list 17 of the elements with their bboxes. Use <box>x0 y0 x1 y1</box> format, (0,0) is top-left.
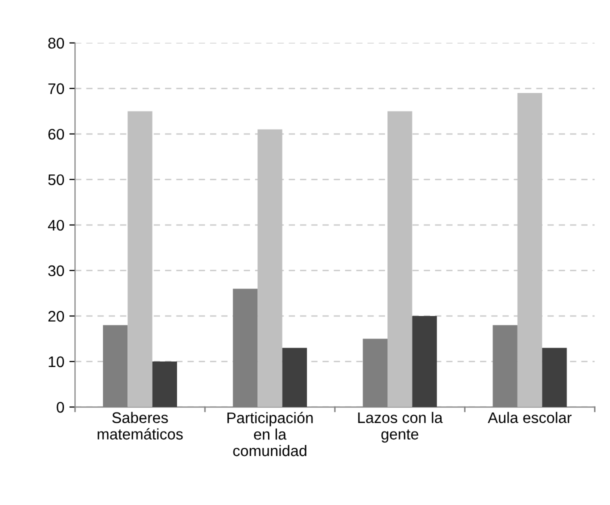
x-tick-label: Lazos con la gente <box>358 412 443 443</box>
y-tick-label: 0 <box>56 402 64 413</box>
y-tick-label: 80 <box>48 38 64 49</box>
y-tick-label: 40 <box>48 220 64 231</box>
bar <box>542 348 567 408</box>
x-tick-label: Saberes matemáticos <box>98 412 183 440</box>
y-tick-label: 60 <box>48 128 64 140</box>
x-tick-label: Aula escolar <box>488 412 572 424</box>
bar <box>412 316 437 408</box>
y-tick-label: 30 <box>48 265 64 276</box>
y-tick-label: 50 <box>48 174 64 186</box>
y-tick-label: 10 <box>48 356 64 368</box>
y-tick-label: 20 <box>48 310 64 322</box>
bar <box>282 348 307 408</box>
bar <box>152 362 178 408</box>
y-tick-label: 70 <box>48 83 64 94</box>
x-tick-label: Participación en la comunidad <box>227 412 313 456</box>
